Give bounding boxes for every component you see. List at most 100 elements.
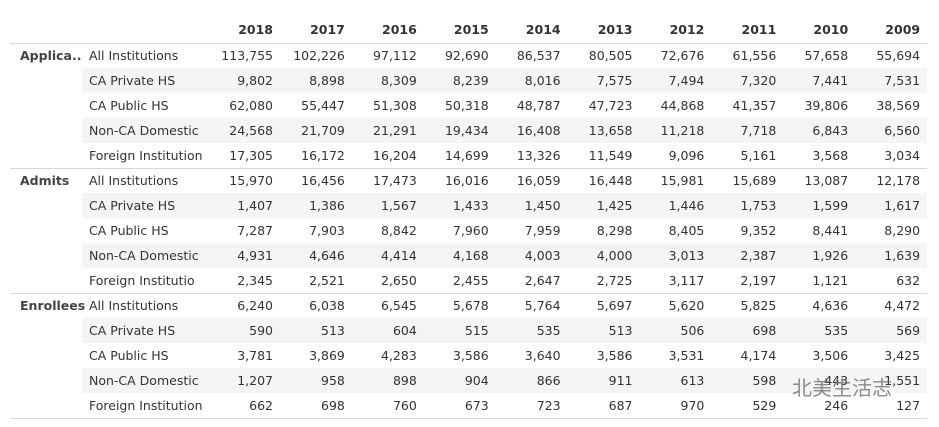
cell: 4,000 — [596, 248, 633, 263]
cell: 38,569 — [876, 98, 921, 113]
cell: 8,405 — [668, 223, 705, 238]
row-band — [82, 193, 927, 218]
row-band — [82, 368, 927, 393]
group-label: Applica.. — [20, 48, 82, 63]
cell: 62,080 — [229, 98, 273, 113]
cell: 1,926 — [812, 248, 849, 263]
cell: 604 — [392, 323, 417, 338]
cell: 48,787 — [516, 98, 561, 113]
header-line — [10, 43, 927, 44]
cell: 3,568 — [812, 148, 849, 163]
cell: 7,575 — [596, 73, 633, 88]
cell: 5,764 — [524, 298, 561, 313]
cell: 673 — [464, 398, 489, 413]
cell: 16,448 — [588, 173, 633, 188]
cell: 44,868 — [660, 98, 705, 113]
cell: 958 — [321, 373, 345, 388]
row-label: CA Public HS — [89, 348, 169, 363]
cell: 51,308 — [373, 98, 417, 113]
cell: 613 — [680, 373, 705, 388]
year-header: 2009 — [885, 22, 921, 37]
cell: 9,352 — [740, 223, 777, 238]
cell: 3,117 — [668, 273, 705, 288]
cell: 904 — [464, 373, 489, 388]
cell: 24,568 — [229, 123, 273, 138]
cell: 127 — [896, 398, 921, 413]
cell: 92,690 — [444, 48, 489, 63]
cell: 7,320 — [740, 73, 777, 88]
cell: 2,647 — [524, 273, 561, 288]
cell: 61,556 — [732, 48, 777, 63]
cell: 8,290 — [884, 223, 921, 238]
cell: 1,567 — [381, 198, 417, 213]
cell: 4,472 — [884, 298, 921, 313]
cell: 7,960 — [452, 223, 489, 238]
cell: 16,172 — [301, 148, 345, 163]
cell: 3,034 — [884, 148, 921, 163]
row-band — [82, 318, 927, 343]
row-band — [82, 118, 927, 143]
cell: 3,531 — [668, 348, 705, 363]
cell: 911 — [608, 373, 633, 388]
cell: 529 — [752, 398, 777, 413]
cell: 3,506 — [812, 348, 849, 363]
cell: 4,168 — [452, 248, 489, 263]
cell: 14,699 — [444, 148, 489, 163]
cell: 13,658 — [588, 123, 633, 138]
group-line — [10, 168, 927, 169]
cell: 3,425 — [884, 348, 921, 363]
cell: 3,640 — [524, 348, 561, 363]
cell: 3,781 — [237, 348, 273, 363]
cell: 1,207 — [237, 373, 273, 388]
cell: 1,121 — [812, 273, 849, 288]
cell: 4,414 — [381, 248, 417, 263]
cell: 6,843 — [812, 123, 849, 138]
cell: 5,697 — [596, 298, 633, 313]
cell: 513 — [608, 323, 633, 338]
row-label: All Institutions — [89, 298, 179, 313]
cell: 2,725 — [596, 273, 633, 288]
cell: 7,718 — [740, 123, 777, 138]
year-header: 2012 — [669, 22, 705, 37]
row-label: Foreign Institution — [89, 398, 203, 413]
cell: 4,646 — [309, 248, 345, 263]
cell: 2,650 — [381, 273, 417, 288]
row-label: CA Private HS — [89, 323, 176, 338]
cell: 3,586 — [452, 348, 489, 363]
group-line — [10, 418, 927, 419]
year-header: 2010 — [813, 22, 849, 37]
cell: 4,931 — [237, 248, 273, 263]
cell: 6,560 — [884, 123, 921, 138]
cell: 80,505 — [588, 48, 633, 63]
cell: 16,204 — [373, 148, 417, 163]
cell: 5,161 — [740, 148, 777, 163]
cell: 5,620 — [668, 298, 705, 313]
cell: 15,981 — [660, 173, 705, 188]
cell: 8,309 — [381, 73, 417, 88]
cell: 1,407 — [237, 198, 273, 213]
cell: 970 — [680, 398, 705, 413]
cell: 1,639 — [884, 248, 921, 263]
cell: 7,287 — [237, 223, 273, 238]
cell: 8,239 — [452, 73, 489, 88]
cell: 15,689 — [732, 173, 777, 188]
cell: 4,283 — [381, 348, 417, 363]
cell: 6,038 — [309, 298, 345, 313]
cell: 7,531 — [884, 73, 921, 88]
cell: 12,178 — [876, 173, 921, 188]
cell: 2,345 — [237, 273, 273, 288]
cell: 9,096 — [668, 148, 705, 163]
cell: 8,441 — [812, 223, 849, 238]
cell: 57,658 — [804, 48, 849, 63]
cell: 1,599 — [812, 198, 849, 213]
cell: 2,455 — [452, 273, 489, 288]
cell: 8,298 — [596, 223, 633, 238]
year-header: 2014 — [525, 22, 561, 37]
cell: 97,112 — [373, 48, 417, 63]
cell: 11,549 — [588, 148, 633, 163]
cell: 19,434 — [444, 123, 489, 138]
cell: 7,494 — [668, 73, 705, 88]
row-label: All Institutions — [89, 48, 179, 63]
cell: 1,551 — [884, 373, 921, 388]
